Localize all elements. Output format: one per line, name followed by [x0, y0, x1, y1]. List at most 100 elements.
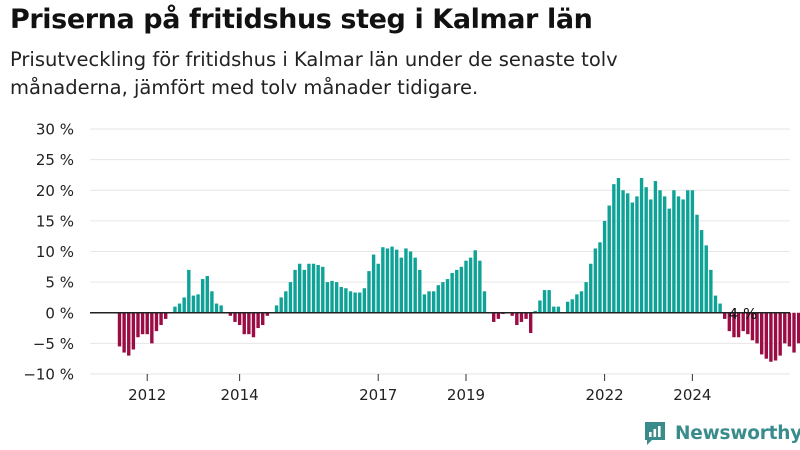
- bar: [164, 312, 168, 319]
- bar: [676, 196, 681, 313]
- bar: [348, 291, 353, 313]
- newsworthy-icon: [645, 422, 665, 445]
- bar: [205, 276, 209, 313]
- bar: [214, 303, 219, 313]
- bar: [242, 312, 246, 335]
- bar: [150, 312, 154, 344]
- bar: [492, 312, 496, 322]
- bar: [131, 312, 136, 350]
- bar: [182, 297, 186, 313]
- bar: [746, 312, 750, 335]
- bar: [695, 214, 699, 313]
- bar: [630, 202, 635, 313]
- bar: [228, 312, 233, 316]
- bar: [612, 184, 616, 313]
- bar: [117, 312, 122, 347]
- bar: [528, 312, 533, 333]
- brand-logo: Newsworthy: [643, 418, 800, 448]
- bar: [755, 312, 759, 344]
- bar: [783, 312, 787, 344]
- bar: [177, 303, 182, 313]
- y-tick-label: 10 %: [36, 243, 74, 261]
- bar: [769, 312, 773, 362]
- bar: [288, 282, 293, 313]
- bar: [200, 279, 205, 313]
- bar: [565, 301, 570, 313]
- x-tick-label: 2022: [586, 386, 624, 404]
- bar: [672, 190, 676, 313]
- bar: [307, 263, 311, 313]
- bar: [598, 242, 602, 313]
- bar: [330, 280, 334, 313]
- axes: 30 % 25 % 20 % 15 % 10 % 5 % 0 % −5 % −10 % 2012 2…: [23, 121, 790, 404]
- bar: [773, 312, 778, 361]
- bar: [626, 193, 630, 313]
- bar: [450, 272, 454, 313]
- bar: [727, 312, 732, 332]
- bar: [723, 312, 727, 319]
- bar: [690, 190, 695, 313]
- bar: [256, 312, 260, 329]
- bar: [658, 190, 662, 313]
- bar: [515, 312, 519, 325]
- bar: [639, 178, 644, 313]
- bar: [741, 312, 745, 332]
- bar: [136, 312, 140, 338]
- bar: [589, 263, 593, 313]
- bar: [473, 250, 477, 313]
- bar: [284, 291, 288, 313]
- bar: [247, 312, 251, 335]
- y-tick-label: −10 %: [23, 366, 74, 384]
- bar: [339, 287, 343, 313]
- bar: [478, 260, 482, 313]
- bar: [713, 295, 718, 313]
- bar: [635, 196, 639, 313]
- bar: [376, 263, 380, 313]
- bar: [431, 291, 436, 313]
- bar: [547, 290, 551, 313]
- bar: [404, 248, 408, 313]
- bar: [390, 246, 394, 313]
- bar: [381, 247, 385, 313]
- bar: [395, 249, 399, 313]
- bar: [371, 254, 376, 313]
- bar: [187, 269, 191, 313]
- bar: [422, 294, 427, 313]
- latest-value-annotation: 4 %: [729, 305, 758, 323]
- bar: [538, 300, 542, 313]
- bar: [344, 288, 348, 313]
- bar: [667, 208, 671, 313]
- bar: [311, 263, 316, 313]
- bar: [653, 181, 658, 313]
- bar-series: [117, 178, 800, 362]
- bar: [778, 312, 782, 356]
- chart-title: Priserna på fritidshus steg i Kalmar län: [10, 4, 593, 35]
- y-tick-label: −5 %: [33, 335, 74, 353]
- bar: [468, 257, 473, 313]
- bar: [796, 312, 800, 344]
- bar: [584, 282, 588, 313]
- bar: [616, 178, 621, 313]
- bar: [662, 196, 667, 313]
- bar: [510, 312, 514, 316]
- bar: [293, 269, 297, 313]
- bar: [699, 230, 704, 313]
- y-tick-label: 20 %: [36, 182, 74, 200]
- bar: [575, 294, 579, 313]
- y-tick-label: 5 %: [45, 274, 74, 292]
- bar: [455, 269, 459, 313]
- bar: [353, 292, 357, 313]
- bar: [210, 291, 214, 313]
- bar: [358, 292, 362, 313]
- bar: [302, 269, 306, 313]
- bar: [325, 282, 330, 313]
- bar: [367, 271, 371, 313]
- bar: [334, 282, 339, 313]
- y-tick-label: 30 %: [36, 121, 74, 139]
- bar: [649, 199, 653, 313]
- bar: [399, 257, 404, 313]
- bar: [542, 290, 547, 313]
- bar: [464, 260, 468, 313]
- y-tick-label: 15 %: [36, 212, 74, 230]
